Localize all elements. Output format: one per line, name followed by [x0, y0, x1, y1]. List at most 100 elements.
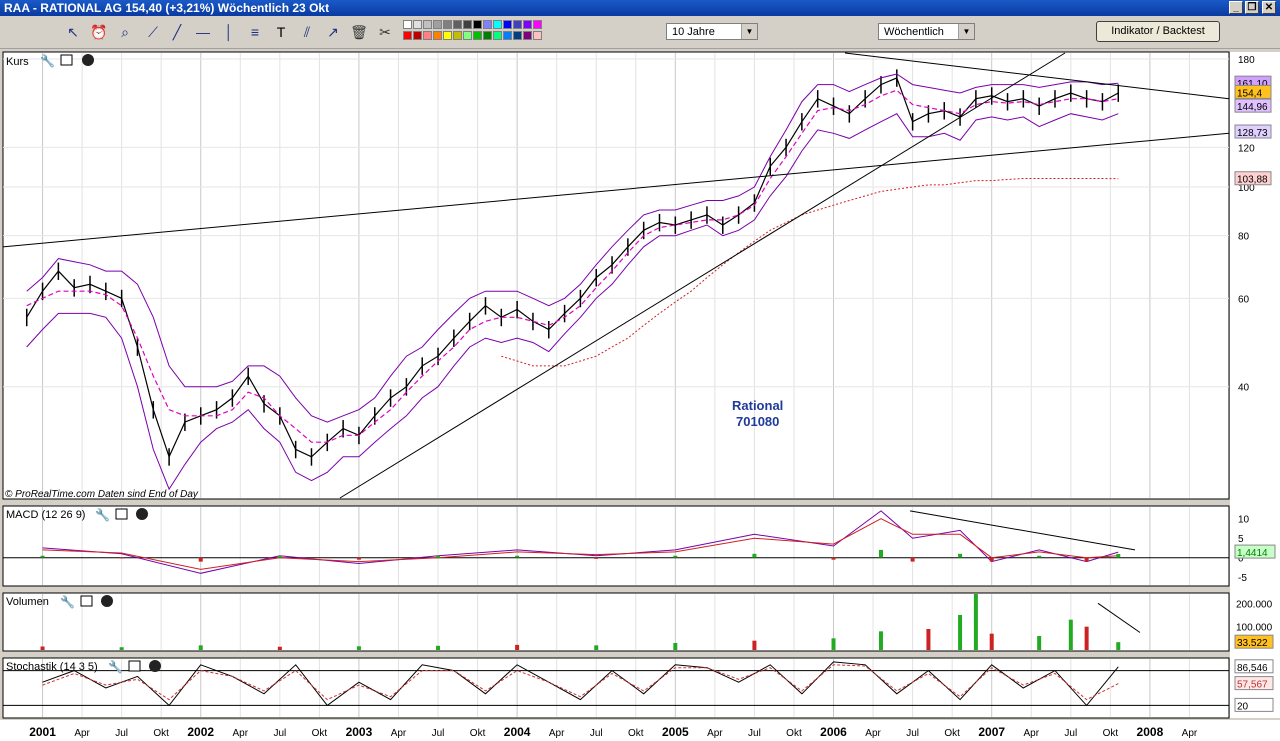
close-panel-icon[interactable] [136, 508, 148, 520]
color-palette[interactable] [403, 20, 545, 42]
color-swatch[interactable] [433, 20, 442, 29]
y-tick-label: 100 [1238, 183, 1255, 194]
color-swatch[interactable] [463, 20, 472, 29]
color-swatch[interactable] [513, 31, 522, 40]
series-line-0 [26, 77, 1119, 459]
color-swatch[interactable] [483, 20, 492, 29]
macd-hist-bar [831, 557, 836, 560]
x-tick-label: Okt [153, 728, 169, 739]
close-panel-icon[interactable] [101, 595, 113, 607]
volume-bar [926, 629, 931, 650]
text-icon[interactable]: T [276, 24, 286, 40]
y-tick-label: 40 [1238, 383, 1250, 394]
delete-icon[interactable]: 🗑 [350, 24, 368, 40]
arrow-icon[interactable]: ↗ [327, 24, 339, 40]
macd-hist-bar [277, 555, 282, 558]
indicator-backtest-button[interactable]: Indikator / Backtest [1096, 21, 1220, 42]
maximize-icon[interactable] [60, 54, 73, 66]
chevron-down-icon[interactable]: ▼ [958, 24, 974, 39]
color-swatch[interactable] [423, 31, 432, 40]
cursor-icon[interactable]: ↖ [67, 24, 79, 40]
maximize-icon[interactable] [115, 508, 128, 520]
color-swatch[interactable] [493, 20, 502, 29]
tools-icon[interactable]: ✂ [379, 24, 391, 40]
color-swatch[interactable] [523, 20, 532, 29]
maximize-icon[interactable] [128, 660, 141, 672]
color-swatch[interactable] [403, 20, 412, 29]
x-tick-label: 2002 [187, 725, 214, 739]
window-titlebar: RAA - RATIONAL AG 154,40 (+3,21%) Wöchen… [0, 0, 1280, 16]
x-tick-label: Jul [1064, 728, 1077, 739]
vline-icon[interactable]: │ [224, 24, 234, 40]
macd-hist-bar [436, 555, 441, 558]
wrench-icon[interactable]: 🔧 [60, 594, 75, 609]
volume-bar [198, 645, 203, 650]
volume-bar [356, 646, 361, 650]
color-swatch[interactable] [533, 20, 542, 29]
color-swatch[interactable] [423, 20, 432, 29]
zoom-icon[interactable]: ⌕ [121, 24, 129, 40]
chevron-down-icon[interactable]: ▼ [741, 24, 757, 39]
trend-icon[interactable]: ╱ [172, 24, 182, 40]
macd-hist-bar [356, 557, 361, 560]
color-swatch[interactable] [463, 31, 472, 40]
color-swatch[interactable] [513, 20, 522, 29]
stoch-series-0 [42, 661, 1119, 707]
x-tick-label: Jul [432, 728, 445, 739]
x-tick-label: 2001 [29, 725, 56, 739]
trendline [909, 510, 1136, 551]
color-swatch[interactable] [533, 31, 542, 40]
restore-button[interactable]: ❐ [1245, 1, 1259, 14]
color-swatch[interactable] [453, 31, 462, 40]
fib-icon[interactable]: ≡ [250, 24, 260, 40]
y-tick-label: 120 [1238, 143, 1255, 154]
macd-hist-bar [119, 557, 124, 559]
color-swatch[interactable] [413, 20, 422, 29]
window-title: RAA - RATIONAL AG 154,40 (+3,21%) Wöchen… [4, 1, 330, 15]
line-icon[interactable]: ⟋ [148, 24, 158, 40]
hline-icon[interactable]: — [196, 24, 210, 40]
color-swatch[interactable] [443, 20, 452, 29]
period-select[interactable]: Wöchentlich ▼ [878, 23, 975, 40]
color-swatch[interactable] [443, 31, 452, 40]
wrench-icon[interactable]: 🔧 [40, 53, 55, 68]
color-swatch[interactable] [403, 31, 412, 40]
close-panel-icon[interactable] [82, 54, 94, 66]
kurs-panel [2, 51, 1230, 500]
x-tick-label: Jul [906, 728, 919, 739]
color-swatch[interactable] [473, 20, 482, 29]
minimize-button[interactable]: _ [1229, 1, 1243, 14]
wrench-icon[interactable]: 🔧 [95, 507, 110, 522]
macd-series-1 [42, 518, 1119, 570]
range-select[interactable]: 10 Jahre ▼ [666, 23, 758, 40]
channel-icon[interactable]: ⫽ [303, 24, 311, 40]
price-label: 154,4 [1237, 88, 1262, 99]
close-button[interactable]: ✕ [1262, 1, 1276, 14]
color-swatch[interactable] [413, 31, 422, 40]
stoch-last-value: 20 [1237, 701, 1249, 712]
kurs-title: Kurs [6, 56, 29, 68]
volume-bar [119, 647, 124, 650]
color-swatch[interactable] [473, 31, 482, 40]
color-swatch[interactable] [433, 31, 442, 40]
color-swatch[interactable] [523, 31, 532, 40]
y-tick-label: 5 [1238, 534, 1244, 545]
x-tick-label: 2003 [346, 725, 373, 739]
close-panel-icon[interactable] [149, 660, 161, 672]
maximize-icon[interactable] [80, 595, 93, 607]
color-swatch[interactable] [503, 20, 512, 29]
color-swatch[interactable] [503, 31, 512, 40]
stoch-last-box [1234, 676, 1274, 691]
volumen-header: Volumen 🔧 [6, 594, 113, 609]
price-label: 128,73 [1237, 128, 1268, 139]
macd-header: MACD (12 26 9) 🔧 [6, 507, 148, 522]
color-swatch[interactable] [493, 31, 502, 40]
x-tick-label: Okt [786, 728, 802, 739]
color-swatch[interactable] [453, 20, 462, 29]
volume-bar [752, 640, 757, 650]
color-swatch[interactable] [483, 31, 492, 40]
volumen-title: Volumen [6, 596, 49, 608]
macd-hist-bar [1116, 554, 1121, 558]
alarm-icon[interactable]: ⏰ [90, 24, 108, 40]
wrench-icon[interactable]: 🔧 [108, 659, 123, 674]
